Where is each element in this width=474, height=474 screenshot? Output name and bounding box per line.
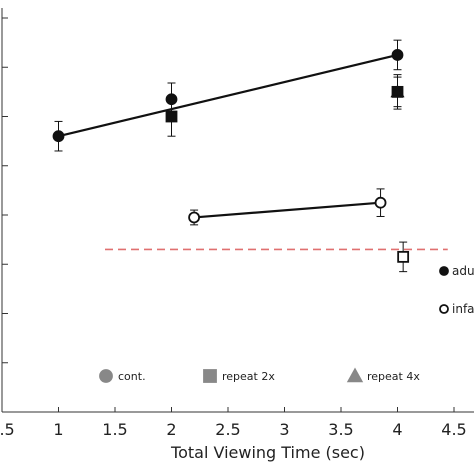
data-point-infa-circle	[188, 211, 201, 224]
x-tick-label: 0.5	[0, 420, 15, 439]
x-tick-label: 2	[166, 420, 176, 439]
x-tick-label: 3	[279, 420, 289, 439]
x-tick-label: 2.5	[215, 420, 240, 439]
x-tick-label: 4.5	[441, 420, 466, 439]
x-tick-label: 1	[53, 420, 63, 439]
legend-circle-icon	[99, 369, 113, 383]
legend-label: cont.	[118, 370, 146, 383]
legend-label: repeat 2x	[222, 370, 275, 383]
fit-line-adu	[58, 53, 398, 138]
x-tick-label: 1.5	[102, 420, 127, 439]
legend-label: repeat 4x	[367, 370, 420, 383]
data-point-adu-circle	[165, 93, 178, 106]
group-legend: adu infa	[439, 264, 474, 316]
legend-triangle-icon	[346, 367, 364, 383]
x-tick-label: 3.5	[328, 420, 353, 439]
group-legend-label: adu	[452, 264, 474, 278]
condition-legend: cont. repeat 2x repeat 4x	[99, 367, 420, 383]
data-point-adu-square	[165, 110, 178, 123]
data-point-infa-circle	[374, 196, 387, 209]
group-legend-filled-icon	[439, 266, 449, 276]
legend-square-icon	[203, 369, 217, 383]
data-point-infa-square	[397, 250, 410, 263]
data-point-adu-triangle	[390, 84, 405, 98]
data-point-adu-circle	[52, 130, 65, 143]
fit-line-infa	[194, 201, 381, 219]
x-tick-label: 4	[392, 420, 402, 439]
group-legend-label: infa	[452, 302, 474, 316]
axes: 0.5 1 1.5 2 2.5 3 3.5 4 4.5	[0, 8, 474, 439]
data-point-adu-circle	[391, 49, 404, 61]
x-axis-label: Total Viewing Time (sec)	[170, 443, 365, 462]
group-legend-open-icon	[439, 304, 449, 314]
fit-lines	[58, 53, 398, 219]
data-points	[52, 49, 410, 263]
error-bars	[54, 39, 408, 273]
